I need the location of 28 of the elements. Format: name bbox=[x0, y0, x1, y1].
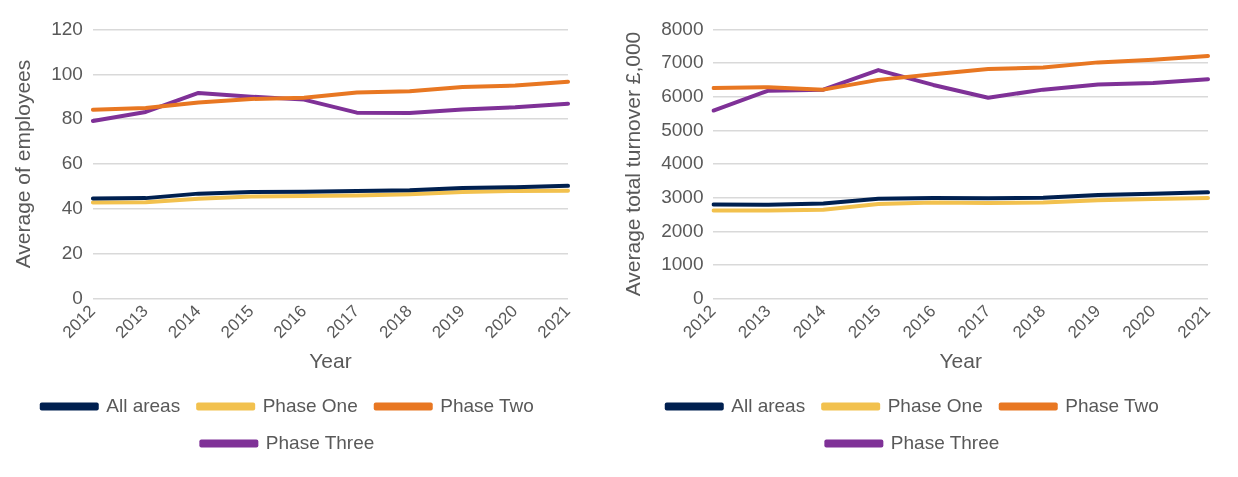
legend-label: Phase One bbox=[262, 394, 358, 416]
y-tick-label: 6000 bbox=[661, 84, 704, 106]
y-tick-label: 40 bbox=[61, 197, 83, 219]
y-tick-label: 0 bbox=[692, 286, 704, 308]
legend-label: Phase Two bbox=[1065, 394, 1159, 416]
y-tick-label: 60 bbox=[61, 152, 83, 174]
y-axis-title: Average of employees bbox=[11, 59, 35, 269]
legend-label: Phase Two bbox=[440, 394, 534, 416]
y-tick-label: 20 bbox=[61, 242, 83, 263]
legend-label: All areas bbox=[106, 394, 181, 416]
y-tick-label: 0 bbox=[72, 286, 83, 308]
legend-label: All areas bbox=[731, 394, 806, 416]
y-tick-label: 3000 bbox=[661, 185, 704, 207]
x-axis-title: Year bbox=[309, 349, 352, 373]
y-tick-label: 1000 bbox=[661, 253, 704, 275]
y-tick-label: 80 bbox=[61, 107, 83, 129]
y-tick-label: 4000 bbox=[661, 152, 704, 174]
y-tick-label: 2000 bbox=[661, 219, 704, 241]
legend-label: Phase One bbox=[887, 394, 983, 416]
y-tick-label: 8000 bbox=[661, 17, 704, 39]
x-axis-title: Year bbox=[939, 349, 982, 373]
legend-label: Phase Three bbox=[890, 431, 1000, 453]
y-tick-label: 7000 bbox=[661, 51, 704, 73]
legend-label: Phase Three bbox=[265, 431, 375, 453]
y-axis-title: Average total turnover £,000 bbox=[621, 31, 645, 297]
y-tick-label: 5000 bbox=[661, 118, 704, 140]
y-tick-label: 120 bbox=[51, 17, 83, 39]
y-tick-label: 100 bbox=[51, 62, 83, 84]
